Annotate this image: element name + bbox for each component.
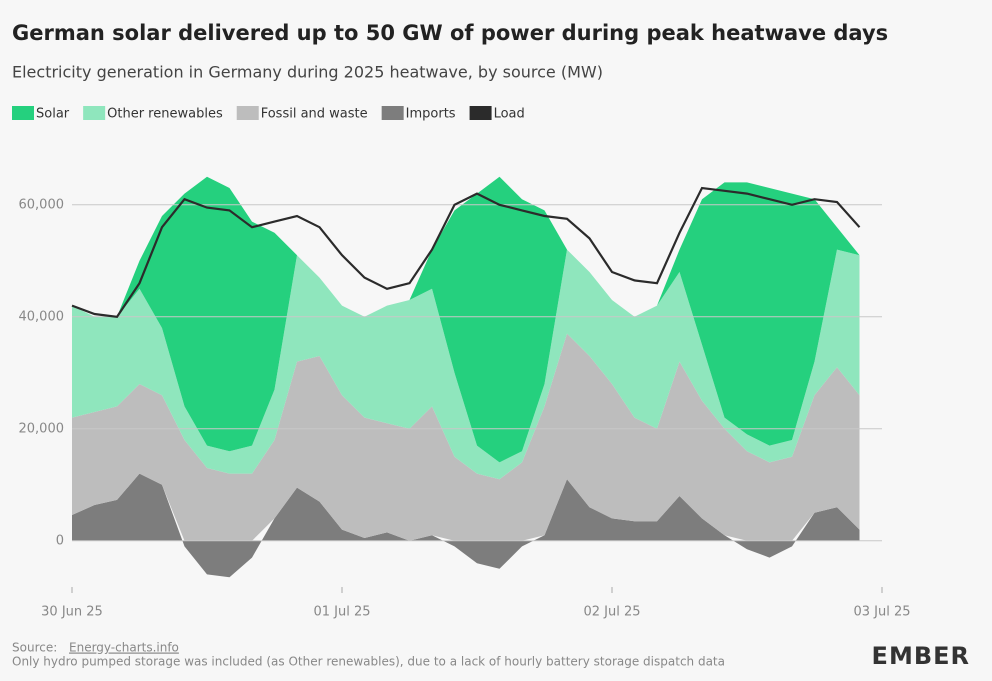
logo: EMBER bbox=[872, 642, 970, 670]
y-tick-label: 20,000 bbox=[19, 421, 65, 436]
legend-swatch bbox=[381, 106, 404, 120]
y-tick-label: 60,000 bbox=[19, 197, 65, 212]
source-label: Source: bbox=[12, 641, 57, 655]
legend-swatch bbox=[83, 106, 106, 120]
legend-swatch bbox=[12, 106, 34, 120]
legend-label: Other renewables bbox=[107, 107, 223, 122]
area bbox=[72, 176, 860, 463]
legend-label: Fossil and waste bbox=[261, 107, 368, 122]
x-tick-label: 01 Jul 25 bbox=[313, 605, 370, 620]
legend-label: Load bbox=[494, 107, 525, 122]
chart-subtitle: Electricity generation in Germany during… bbox=[12, 63, 603, 82]
x-tick-label: 30 Jun 25 bbox=[41, 605, 103, 620]
areas bbox=[72, 176, 860, 578]
x-tick-label: 02 Jul 25 bbox=[583, 605, 640, 620]
legend-swatch bbox=[236, 106, 259, 120]
y-tick-label: 0 bbox=[56, 533, 64, 548]
legend-swatch bbox=[469, 106, 492, 120]
legend-label: Imports bbox=[406, 107, 456, 122]
x-tick-label: 03 Jul 25 bbox=[853, 605, 910, 620]
source-link[interactable]: Energy-charts.info bbox=[69, 641, 179, 655]
area bbox=[72, 249, 860, 480]
area bbox=[72, 473, 860, 578]
area bbox=[72, 333, 860, 541]
footnote: Only hydro pumped storage was included (… bbox=[12, 655, 725, 669]
line bbox=[71, 186, 861, 318]
legend-label: Solar bbox=[36, 107, 70, 122]
chart-title: German solar delivered up to 50 GW of po… bbox=[12, 21, 888, 45]
y-tick-label: 40,000 bbox=[19, 309, 65, 324]
